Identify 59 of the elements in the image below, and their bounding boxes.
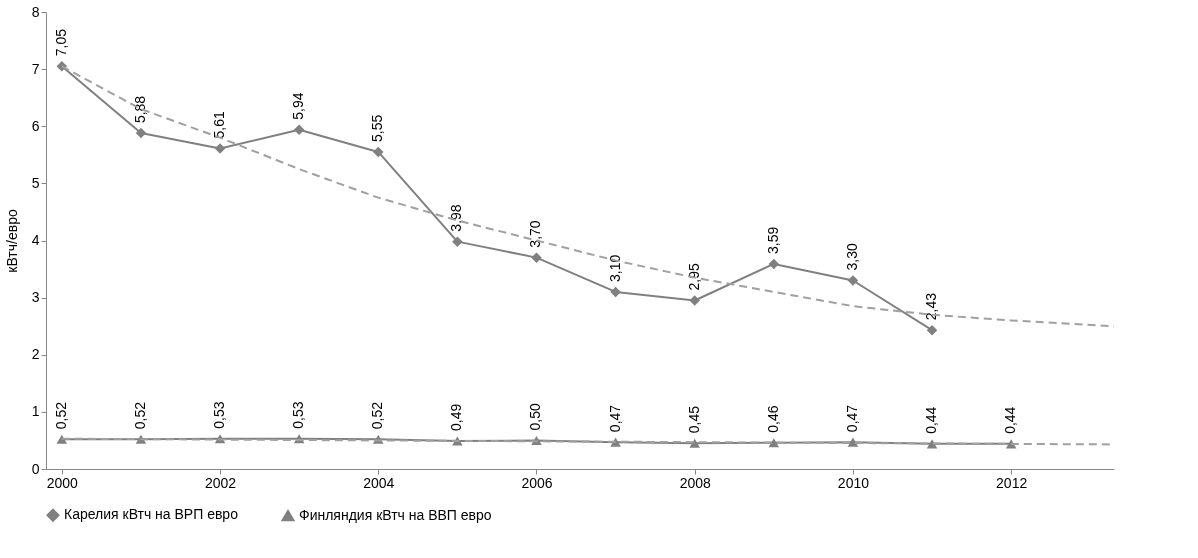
- legend-label: Финляндия кВтч на ВВП евро: [299, 506, 492, 523]
- data-label: 0,45: [685, 405, 702, 434]
- x-tick-label: 2008: [679, 474, 711, 491]
- data-label: 2,43: [923, 292, 940, 321]
- x-tick-label: 2012: [996, 474, 1028, 491]
- data-label: 5,61: [211, 111, 228, 139]
- point: [689, 438, 700, 448]
- data-label: 5,55: [369, 114, 386, 142]
- point: [452, 236, 463, 247]
- data-label: 0,47: [843, 404, 860, 433]
- x-tick-label: 2000: [46, 474, 79, 491]
- data-label: 3,70: [527, 220, 544, 248]
- point: [135, 127, 147, 139]
- data-label: 3,30: [843, 243, 860, 271]
- y-tick-label: 2: [31, 346, 40, 363]
- data-label: 0,44: [1002, 406, 1019, 434]
- x-tick-label: 2004: [363, 474, 395, 491]
- data-label: 0,46: [764, 405, 781, 433]
- point: [610, 286, 621, 298]
- data-label: 3,10: [606, 254, 623, 282]
- point: [56, 434, 68, 444]
- data-label: 0,52: [52, 401, 69, 430]
- data-label: 2,95: [685, 263, 702, 291]
- point: [768, 438, 780, 448]
- y-tick-label: 4: [31, 232, 40, 248]
- data-label: 5,88: [131, 95, 148, 124]
- x-tick-label: 2006: [521, 474, 553, 491]
- legend-label: Карелия кВтч на ВРП евро: [64, 506, 239, 523]
- point: [293, 124, 305, 135]
- data-label: 0,50: [527, 402, 544, 431]
- y-tick-label: 8: [31, 3, 40, 20]
- y-tick-label: 6: [31, 117, 40, 134]
- data-label: 0,52: [131, 401, 148, 430]
- data-label: 0,53: [290, 401, 307, 429]
- data-label: 5,94: [290, 92, 307, 120]
- data-label: 0,52: [369, 401, 386, 430]
- y-tick-label: 7: [31, 60, 40, 77]
- y-tick-label: 5: [31, 174, 40, 191]
- y-axis-title: кВтч/евро: [3, 209, 20, 273]
- x-tick-label: 2010: [837, 474, 870, 491]
- data-label: 0,47: [606, 404, 623, 433]
- y-tick-label: 0: [31, 460, 40, 477]
- point: [847, 275, 859, 286]
- data-label: 0,53: [211, 401, 228, 429]
- point: [214, 143, 226, 154]
- data-label: 3,59: [764, 226, 781, 254]
- point: [768, 258, 780, 270]
- y-tick-label: 3: [31, 289, 40, 306]
- point: [689, 295, 700, 306]
- point: [926, 324, 938, 336]
- data-label: 7,05: [52, 28, 69, 57]
- y-tick-label: 1: [31, 403, 40, 420]
- x-tick-label: 2002: [204, 474, 237, 491]
- point: [531, 252, 542, 263]
- data-label: 0,44: [923, 406, 940, 434]
- point: [373, 146, 384, 158]
- data-label: 3,98: [448, 204, 465, 232]
- point: [847, 437, 859, 447]
- data-label: 0,49: [448, 403, 465, 432]
